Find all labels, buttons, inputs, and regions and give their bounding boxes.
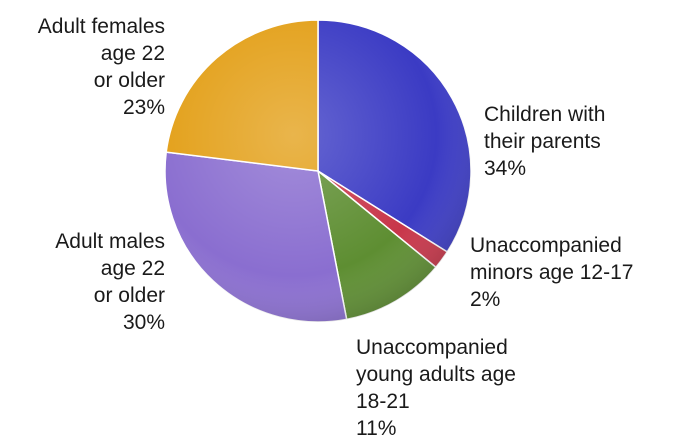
pie-slice-adult-males — [164, 151, 348, 323]
slice-percent: 11% — [356, 417, 397, 440]
slice-label-line: 18-21 — [356, 390, 410, 413]
slice-label-line: Adult males — [55, 230, 165, 253]
slice-percent: 34% — [484, 157, 527, 180]
slice-percent: 30% — [122, 311, 165, 334]
slice-label-unaccompanied-young-adults: Unaccompanied young adults age 18-21 11% — [356, 334, 516, 442]
slice-label-children-with-parents: Children with their parents 34% — [484, 101, 605, 182]
slice-label-line: their parents — [484, 130, 601, 153]
slice-label-line: Unaccompanied — [470, 234, 622, 257]
slice-label-line: Children with — [484, 103, 606, 126]
slice-label-adult-females: Adult females age 22 or older 23% — [10, 13, 165, 121]
slice-label-line: Unaccompanied — [356, 336, 508, 359]
slice-label-line: Adult females — [37, 15, 165, 38]
slice-label-unaccompanied-minors: Unaccompanied minors age 12-17 2% — [470, 232, 633, 313]
slice-label-adult-males: Adult males age 22 or older 30% — [10, 228, 165, 336]
slice-percent: 23% — [122, 96, 165, 119]
slice-label-line: minors age 12-17 — [470, 261, 634, 284]
slice-label-line: age 22 — [100, 257, 165, 280]
slice-label-line: or older — [93, 69, 165, 92]
pie-slices — [164, 19, 472, 323]
slice-label-line: age 22 — [100, 42, 165, 65]
pie-slice-adult-females — [165, 19, 319, 172]
slice-label-line: young adults age — [356, 363, 516, 386]
slice-label-line: or older — [93, 284, 165, 307]
slice-percent: 2% — [470, 288, 501, 311]
